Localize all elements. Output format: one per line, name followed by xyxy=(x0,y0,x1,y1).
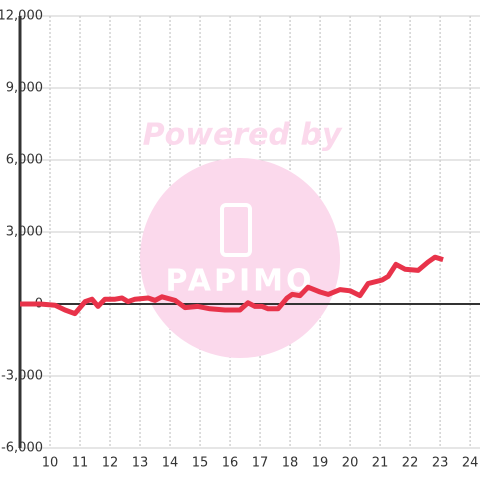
x-tick-label: 16 xyxy=(222,456,239,471)
watermark-logo: PAPIMO xyxy=(166,264,315,299)
x-tick-label: 21 xyxy=(372,456,389,471)
x-tick-label: 10 xyxy=(42,456,59,471)
x-tick-label: 13 xyxy=(132,456,149,471)
watermark-icon xyxy=(220,203,252,257)
line xyxy=(20,254,444,317)
x-tick-label: 17 xyxy=(252,456,269,471)
x-tick-label: 24 xyxy=(462,456,479,471)
x-tick-label: 23 xyxy=(432,456,449,471)
x-tick-label: 19 xyxy=(312,456,329,471)
x-tick-label: 11 xyxy=(72,456,89,471)
x-tick-label: 22 xyxy=(402,456,419,471)
x-tick-label: 14 xyxy=(162,456,179,471)
x-tick-label: 20 xyxy=(342,456,359,471)
y-tick-label: 6,000 xyxy=(6,153,43,168)
x-tick-label: 12 xyxy=(102,456,119,471)
y-tick-label: 9,000 xyxy=(6,81,43,96)
x-tick-label: 15 xyxy=(192,456,209,471)
x-tick-label: 18 xyxy=(282,456,299,471)
y-tick-label: -6,000 xyxy=(1,441,43,456)
y-tick-label: 3,000 xyxy=(6,225,43,240)
watermark-circle xyxy=(140,158,340,358)
y-tick-label: -3,000 xyxy=(1,369,43,384)
watermark-text: Powered by xyxy=(143,118,343,153)
